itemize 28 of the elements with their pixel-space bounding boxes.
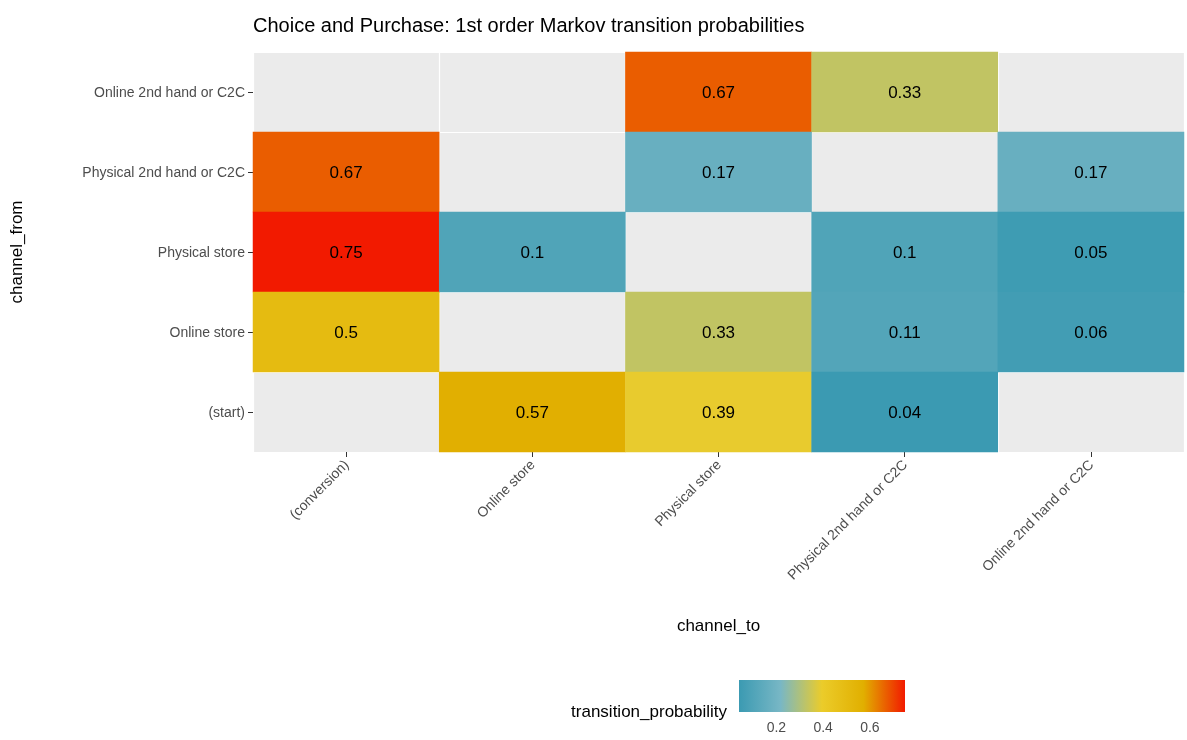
x-axis-title: channel_to — [676, 616, 761, 635]
data-label: 0.33 — [701, 322, 736, 342]
data-label: 0.33 — [888, 82, 922, 102]
data-label: 0.39 — [701, 402, 736, 422]
data-label: 0.57 — [515, 402, 549, 422]
chart-title: Choice and Purchase: 1st order Markov transition probabilities — [253, 14, 805, 36]
data-label: 0.11 — [888, 322, 921, 342]
data-label: 0.5 — [334, 322, 358, 342]
y-tick-label: Online 2nd hand or C2C — [94, 84, 245, 100]
data-label: 0.1 — [892, 242, 917, 262]
y-tick-label: Online store — [169, 324, 246, 340]
y-tick-label: Physical 2nd hand or C2C — [82, 164, 245, 180]
color-bar-label: 0.4 — [813, 719, 834, 735]
y-tick-label: (start) — [208, 404, 245, 420]
data-label: 0.1 — [520, 242, 545, 262]
data-label: 0.75 — [329, 242, 363, 262]
y-axis-title: channel_from — [7, 200, 26, 304]
data-label: 0.05 — [1074, 242, 1108, 262]
data-label: 0.17 — [1074, 162, 1108, 182]
data-label: 0.67 — [329, 162, 363, 182]
data-label: 0.17 — [701, 162, 736, 182]
data-label: 0.04 — [888, 402, 922, 422]
color-bar-label: 0.2 — [766, 719, 787, 735]
y-tick-label: Physical store — [157, 244, 246, 260]
data-label: 0.06 — [1074, 322, 1108, 342]
data-label: 0.67 — [701, 82, 736, 102]
color-bar-label: 0.6 — [860, 719, 880, 735]
legend-title: transition_probability — [571, 702, 728, 721]
